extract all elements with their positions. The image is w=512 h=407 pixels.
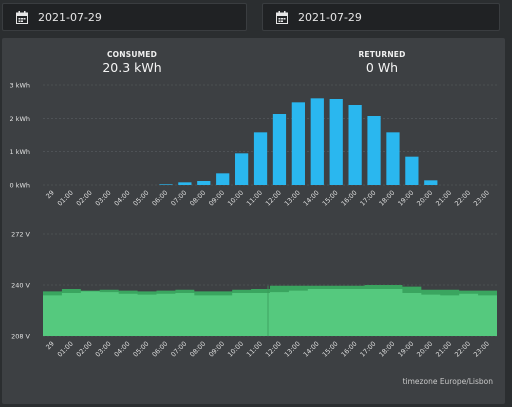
voltage-xtick-label: 20:00 bbox=[415, 340, 434, 359]
energy-ytick-label: 1 kWh bbox=[9, 148, 30, 156]
voltage-xtick-label: 12:00 bbox=[264, 340, 283, 359]
energy-bar bbox=[178, 182, 192, 185]
energy-xtick-label: 09:00 bbox=[207, 189, 226, 208]
voltage-xtick-label: 01:00 bbox=[56, 340, 75, 359]
energy-xtick-label: 07:00 bbox=[169, 189, 188, 208]
date-to-picker[interactable]: 2021-07-29 bbox=[262, 3, 500, 31]
date-to-value: 2021-07-29 bbox=[298, 10, 362, 24]
voltage-xtick-label: 10:00 bbox=[226, 340, 245, 359]
energy-bar bbox=[197, 181, 211, 185]
energy-bar bbox=[216, 173, 230, 185]
voltage-xtick-label: 13:00 bbox=[283, 340, 302, 359]
timezone-label: timezone Europe/Lisbon bbox=[402, 377, 493, 386]
voltage-xtick-label: 18:00 bbox=[377, 340, 396, 359]
energy-xtick-label: 13:00 bbox=[283, 189, 302, 208]
voltage-ytick-label: 208 V bbox=[11, 333, 30, 341]
voltage-xtick-label: 02:00 bbox=[75, 340, 94, 359]
energy-xtick-label: 02:00 bbox=[75, 189, 94, 208]
energy-xtick-label: 15:00 bbox=[321, 189, 340, 208]
energy-xtick-label: 01:00 bbox=[56, 189, 75, 208]
voltage-min-area bbox=[43, 288, 497, 336]
voltage-xtick-label: 15:00 bbox=[321, 340, 340, 359]
calendar-icon bbox=[16, 10, 28, 24]
date-from-picker[interactable]: 2021-07-29 bbox=[2, 3, 247, 31]
energy-xtick-label: 05:00 bbox=[132, 189, 151, 208]
voltage-xtick-label: 07:00 bbox=[169, 340, 188, 359]
energy-xtick-label: 14:00 bbox=[302, 189, 321, 208]
voltage-xtick-label: 08:00 bbox=[188, 340, 207, 359]
voltage-xtick-label: 05:00 bbox=[132, 340, 151, 359]
voltage-xtick-label: 29 bbox=[44, 340, 56, 352]
energy-xtick-label: 18:00 bbox=[377, 189, 396, 208]
energy-bar bbox=[424, 180, 438, 185]
voltage-xtick-label: 14:00 bbox=[302, 340, 321, 359]
energy-panel: CONSUMED 20.3 kWh RETURNED 0 Wh 3 kWh 2 k… bbox=[2, 38, 505, 404]
returned-value: 0 Wh bbox=[365, 60, 399, 75]
energy-bar bbox=[348, 105, 362, 185]
energy-bar bbox=[272, 114, 287, 185]
voltage-ytick-label: 272 V bbox=[11, 231, 30, 239]
energy-xtick-label: 03:00 bbox=[94, 189, 113, 208]
consumed-value: 20.3 kWh bbox=[102, 60, 162, 75]
energy-xtick-label: 23:00 bbox=[472, 189, 491, 208]
energy-bar bbox=[367, 116, 381, 185]
energy-bar bbox=[291, 102, 305, 185]
energy-xtick-label: 22:00 bbox=[453, 189, 472, 208]
energy-bar bbox=[329, 99, 343, 185]
energy-xtick-label: 16:00 bbox=[340, 189, 359, 208]
energy-bar bbox=[310, 98, 324, 185]
energy-bar bbox=[235, 153, 249, 185]
date-range-bar: 2021-07-29 2021-07-29 bbox=[0, 0, 512, 34]
voltage-xtick-label: 11:00 bbox=[245, 340, 264, 359]
energy-bar bbox=[253, 132, 268, 185]
energy-xtick-label: 19:00 bbox=[396, 189, 415, 208]
energy-xtick-label: 10:00 bbox=[226, 189, 245, 208]
energy-xtick-label: 06:00 bbox=[150, 189, 169, 208]
voltage-xtick-label: 03:00 bbox=[94, 340, 113, 359]
energy-xtick-label: 04:00 bbox=[113, 189, 132, 208]
energy-ytick-label: 2 kWh bbox=[9, 115, 30, 123]
energy-xtick-label: 08:00 bbox=[188, 189, 207, 208]
energy-bar bbox=[159, 184, 173, 185]
returned-label: RETURNED bbox=[358, 50, 406, 59]
voltage-xtick-label: 17:00 bbox=[359, 340, 378, 359]
voltage-xtick-label: 21:00 bbox=[434, 340, 453, 359]
voltage-ytick-label: 240 V bbox=[11, 282, 30, 290]
energy-xtick-label: 17:00 bbox=[359, 189, 378, 208]
voltage-xtick-label: 16:00 bbox=[340, 340, 359, 359]
calendar-icon bbox=[276, 10, 288, 24]
voltage-xtick-label: 09:00 bbox=[207, 340, 226, 359]
consumed-label: CONSUMED bbox=[106, 50, 158, 59]
energy-bar bbox=[386, 132, 400, 185]
energy-xtick-label: 12:00 bbox=[264, 189, 283, 208]
voltage-xtick-label: 19:00 bbox=[396, 340, 415, 359]
energy-ytick-label: 0 kWh bbox=[9, 182, 30, 190]
voltage-xtick-label: 06:00 bbox=[150, 340, 169, 359]
voltage-xtick-label: 23:00 bbox=[472, 340, 491, 359]
energy-bar bbox=[405, 156, 419, 185]
energy-xtick-label: 29 bbox=[44, 189, 56, 201]
voltage-xtick-label: 22:00 bbox=[453, 340, 472, 359]
energy-ytick-label: 3 kWh bbox=[9, 82, 30, 90]
voltage-xtick-label: 04:00 bbox=[113, 340, 132, 359]
energy-xtick-label: 21:00 bbox=[434, 189, 453, 208]
energy-xtick-label: 20:00 bbox=[415, 189, 434, 208]
energy-xtick-label: 11:00 bbox=[245, 189, 264, 208]
consumed-stat: CONSUMED 20.3 kWh bbox=[82, 50, 182, 75]
date-from-value: 2021-07-29 bbox=[38, 10, 102, 24]
returned-stat: RETURNED 0 Wh bbox=[332, 50, 432, 75]
